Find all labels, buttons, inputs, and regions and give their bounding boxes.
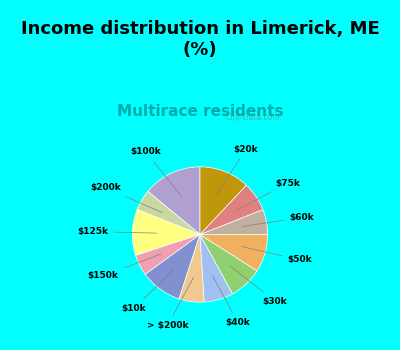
Text: Multirace residents: Multirace residents — [117, 105, 283, 119]
Wedge shape — [179, 234, 204, 302]
Wedge shape — [200, 185, 263, 234]
Text: City-Data.com: City-Data.com — [226, 113, 280, 122]
Text: $60k: $60k — [243, 213, 314, 226]
Text: $50k: $50k — [242, 246, 312, 265]
Text: $150k: $150k — [88, 254, 161, 280]
Text: > $200k: > $200k — [147, 277, 194, 330]
Wedge shape — [200, 234, 257, 294]
Wedge shape — [136, 234, 200, 274]
Text: $125k: $125k — [78, 227, 157, 236]
Wedge shape — [137, 191, 200, 234]
Text: $40k: $40k — [213, 276, 250, 327]
Wedge shape — [200, 234, 268, 271]
Wedge shape — [200, 167, 246, 234]
Text: $75k: $75k — [236, 178, 300, 210]
Wedge shape — [200, 210, 268, 235]
Text: $20k: $20k — [216, 145, 258, 195]
Wedge shape — [145, 234, 200, 299]
Text: $30k: $30k — [230, 266, 287, 306]
Text: $100k: $100k — [130, 147, 181, 196]
Wedge shape — [148, 167, 200, 234]
Wedge shape — [200, 234, 232, 302]
Text: Income distribution in Limerick, ME
(%): Income distribution in Limerick, ME (%) — [21, 20, 379, 58]
Text: $10k: $10k — [122, 269, 174, 313]
Text: $200k: $200k — [91, 183, 162, 213]
Wedge shape — [132, 210, 200, 256]
